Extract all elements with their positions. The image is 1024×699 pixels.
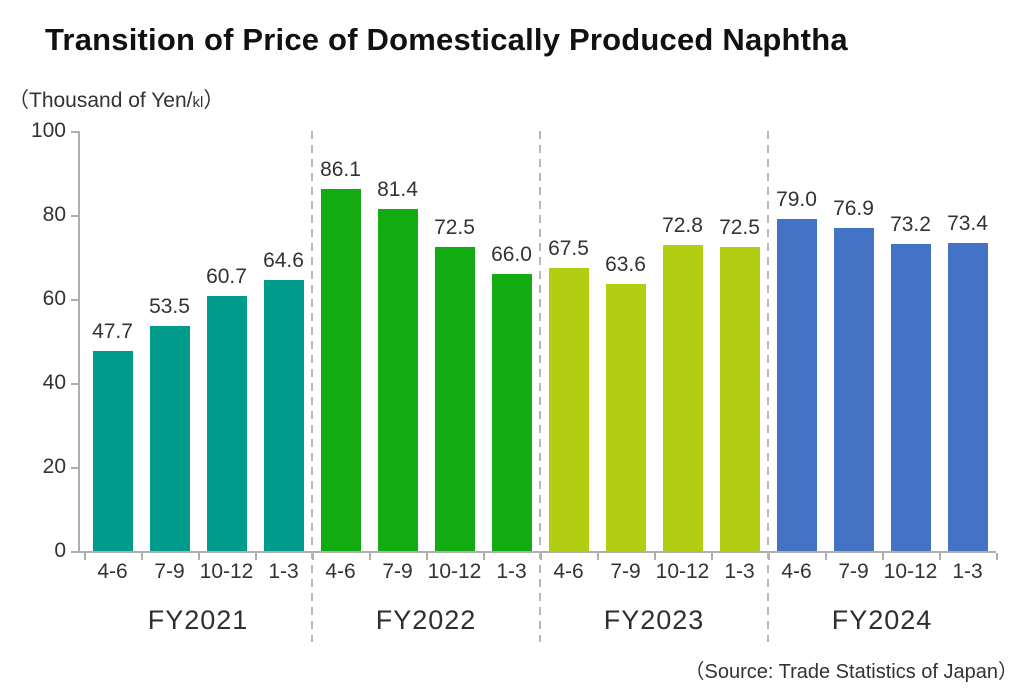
x-axis-tick — [483, 553, 485, 560]
x-axis-tick — [882, 553, 884, 560]
quarter-label: 7-9 — [154, 560, 185, 583]
quarter-label: 4-6 — [325, 560, 356, 583]
bar-value-label: 72.5 — [434, 215, 475, 239]
quarter-label: 1-3 — [724, 560, 755, 583]
quarter-label: 7-9 — [610, 560, 641, 583]
bar-value-label: 73.4 — [947, 211, 988, 235]
fiscal-year-label: FY2024 — [831, 605, 933, 635]
bar — [320, 189, 361, 551]
chart-title: Transition of Price of Domestically Prod… — [45, 22, 848, 57]
bar-value-label: 64.6 — [263, 248, 304, 272]
x-axis — [78, 551, 996, 553]
y-axis-tick — [71, 551, 78, 553]
y-tick-label: 20 — [42, 455, 66, 478]
x-axis-tick — [540, 553, 542, 560]
x-axis-tick — [198, 553, 200, 560]
quarter-label: 1-3 — [952, 560, 983, 583]
bar — [890, 243, 931, 551]
bar-value-label: 47.7 — [92, 319, 133, 343]
unit-label-prefix: （Thousand of Yen/ — [8, 89, 193, 112]
bar-value-label: 66.0 — [491, 242, 532, 266]
y-axis-tick — [71, 299, 78, 301]
bar — [719, 246, 760, 551]
quarter-label: 10-12 — [427, 560, 482, 583]
x-axis-tick — [255, 553, 257, 560]
bar — [947, 242, 988, 551]
bar — [149, 326, 190, 551]
x-axis-tick — [825, 553, 827, 560]
bar-value-label: 72.8 — [662, 214, 703, 238]
y-axis-tick — [71, 383, 78, 385]
bar — [548, 267, 589, 551]
unit-label: （Thousand of Yen/kl） — [8, 84, 224, 114]
x-axis-tick — [768, 553, 770, 560]
bar-value-label: 60.7 — [206, 265, 247, 289]
x-axis-tick — [939, 553, 941, 560]
bar-value-label: 53.5 — [149, 295, 190, 319]
x-axis-tick — [312, 553, 314, 560]
quarter-label: 4-6 — [97, 560, 128, 583]
x-axis-tick — [654, 553, 656, 560]
x-axis-tick — [426, 553, 428, 560]
quarter-label: 1-3 — [268, 560, 299, 583]
bar — [263, 279, 304, 551]
bar — [206, 296, 247, 551]
bar-value-label: 86.1 — [320, 158, 361, 182]
y-axis-tick — [71, 467, 78, 469]
bar — [92, 350, 133, 551]
bar — [605, 283, 646, 551]
source-note: （Source: Trade Statistics of Japan） — [684, 661, 1019, 683]
quarter-label: 7-9 — [838, 560, 869, 583]
bar — [776, 219, 817, 551]
bar-value-label: 63.6 — [605, 252, 646, 276]
fiscal-year-label: FY2023 — [603, 605, 705, 635]
x-axis-tick — [597, 553, 599, 560]
y-tick-label: 80 — [42, 203, 66, 226]
bar-value-label: 81.4 — [377, 178, 418, 202]
y-tick-label: 100 — [30, 119, 66, 142]
group-separator — [539, 131, 541, 642]
bar-value-label: 76.9 — [833, 197, 874, 221]
bar-value-label: 79.0 — [776, 188, 817, 212]
x-axis-tick — [84, 553, 86, 560]
y-tick-label: 0 — [54, 539, 66, 562]
bar — [491, 273, 532, 551]
fiscal-year-label: FY2021 — [147, 605, 249, 635]
y-axis-tick — [71, 131, 78, 133]
y-axis — [78, 131, 80, 553]
y-tick-label: 40 — [42, 371, 66, 394]
quarter-label: 10-12 — [199, 560, 254, 583]
bar — [434, 246, 475, 551]
x-axis-tick — [996, 553, 998, 560]
bar — [662, 245, 703, 551]
quarter-label: 10-12 — [655, 560, 710, 583]
bar-value-label: 73.2 — [890, 212, 931, 236]
bar-value-label: 67.5 — [548, 236, 589, 260]
y-tick-label: 60 — [42, 287, 66, 310]
bar — [833, 228, 874, 551]
x-axis-tick — [711, 553, 713, 560]
fiscal-year-label: FY2022 — [375, 605, 477, 635]
x-axis-tick — [369, 553, 371, 560]
quarter-label: 10-12 — [883, 560, 938, 583]
group-separator — [767, 131, 769, 642]
quarter-label: 1-3 — [496, 560, 527, 583]
kiloliter-small: kl — [192, 94, 204, 111]
group-separator — [311, 131, 313, 642]
x-axis-tick — [141, 553, 143, 560]
bar-value-label: 72.5 — [719, 215, 760, 239]
y-axis-tick — [71, 215, 78, 217]
quarter-label: 4-6 — [553, 560, 584, 583]
bar — [377, 209, 418, 551]
quarter-label: 4-6 — [781, 560, 812, 583]
unit-label-suffix: ） — [203, 89, 225, 112]
quarter-label: 7-9 — [382, 560, 413, 583]
